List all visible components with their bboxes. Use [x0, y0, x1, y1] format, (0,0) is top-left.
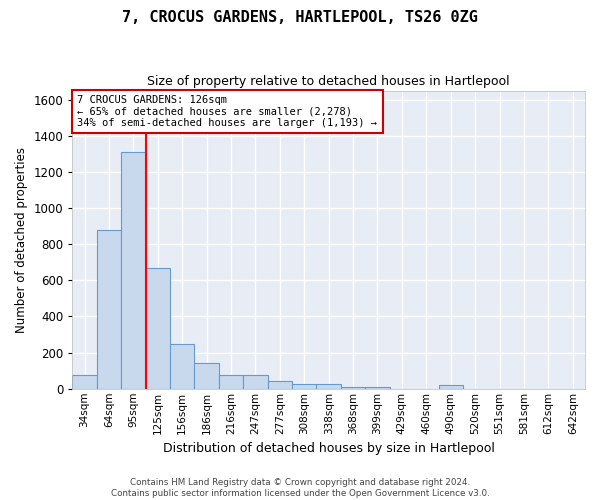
- Bar: [365, 386, 389, 389]
- X-axis label: Distribution of detached houses by size in Hartlepool: Distribution of detached houses by size …: [163, 442, 494, 455]
- Bar: [73, 375, 97, 389]
- Bar: [341, 386, 365, 389]
- Bar: [316, 384, 341, 389]
- Y-axis label: Number of detached properties: Number of detached properties: [15, 146, 28, 332]
- Bar: [121, 152, 146, 389]
- Text: Contains HM Land Registry data © Crown copyright and database right 2024.
Contai: Contains HM Land Registry data © Crown c…: [110, 478, 490, 498]
- Bar: [268, 380, 292, 389]
- Bar: [194, 364, 219, 389]
- Title: Size of property relative to detached houses in Hartlepool: Size of property relative to detached ho…: [148, 75, 510, 88]
- Text: 7 CROCUS GARDENS: 126sqm
← 65% of detached houses are smaller (2,278)
34% of sem: 7 CROCUS GARDENS: 126sqm ← 65% of detach…: [77, 95, 377, 128]
- Bar: [97, 230, 121, 389]
- Bar: [170, 344, 194, 389]
- Text: 7, CROCUS GARDENS, HARTLEPOOL, TS26 0ZG: 7, CROCUS GARDENS, HARTLEPOOL, TS26 0ZG: [122, 10, 478, 25]
- Bar: [243, 374, 268, 389]
- Bar: [292, 384, 316, 389]
- Bar: [219, 374, 243, 389]
- Bar: [439, 385, 463, 389]
- Bar: [146, 268, 170, 389]
